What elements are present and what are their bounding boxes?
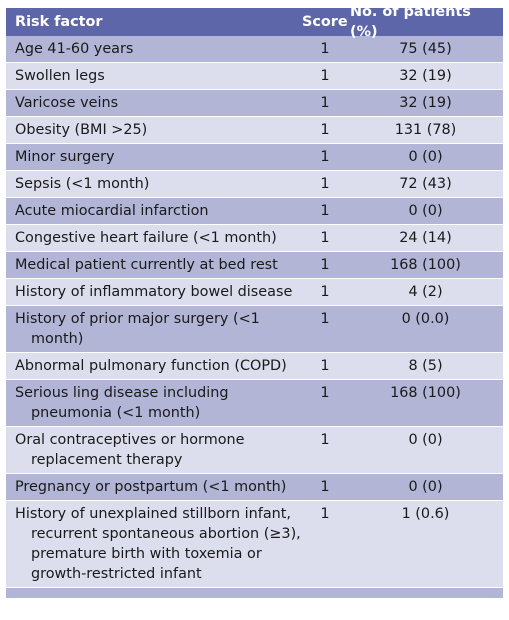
table-row: Oral contraceptives or hormone replaceme… xyxy=(6,427,503,474)
row-patients: 0 (0.0) xyxy=(401,311,450,327)
row-factor: History of inflammatory bowel disease xyxy=(15,284,293,300)
table-row: Congestive heart failure (<1 month) 1 24… xyxy=(6,225,503,252)
row-score: 1 xyxy=(320,68,330,84)
table-row: History of unexplained stillborn infant,… xyxy=(6,501,503,588)
row-patients: 24 (14) xyxy=(399,230,452,246)
row-score: 1 xyxy=(320,385,330,401)
row-patients: 72 (43) xyxy=(399,176,452,192)
row-score: 1 xyxy=(320,41,330,57)
table-row: History of prior major surgery (<1 month… xyxy=(6,306,503,353)
table-row: Minor surgery 1 0 (0) xyxy=(6,144,503,171)
row-score: 1 xyxy=(320,122,330,138)
row-score: 1 xyxy=(320,176,330,192)
header-risk-factor: Risk factor xyxy=(15,14,103,30)
row-patients: 0 (0) xyxy=(408,479,443,495)
row-patients: 0 (0) xyxy=(408,149,443,165)
table-row: Acute miocardial infarction 1 0 (0) xyxy=(6,198,503,225)
row-patients: 168 (100) xyxy=(390,257,461,273)
row-factor: Serious ling disease including pneumonia… xyxy=(15,385,229,421)
row-factor: Abnormal pulmonary function (COPD) xyxy=(15,358,287,374)
table-row: Sepsis (<1 month) 1 72 (43) xyxy=(6,171,503,198)
table-row: History of inflammatory bowel disease 1 … xyxy=(6,279,503,306)
row-factor: History of unexplained stillborn infant,… xyxy=(15,506,301,582)
table-row-cut-off xyxy=(6,588,503,599)
row-factor: Congestive heart failure (<1 month) xyxy=(15,230,277,246)
row-score: 1 xyxy=(320,432,330,448)
table-row: Varicose veins 1 32 (19) xyxy=(6,90,503,117)
row-patients: 8 (5) xyxy=(408,358,443,374)
row-factor: Medical patient currently at bed rest xyxy=(15,257,278,273)
row-factor: Pregnancy or postpartum (<1 month) xyxy=(15,479,287,495)
row-patients: 75 (45) xyxy=(399,41,452,57)
row-score: 1 xyxy=(320,230,330,246)
row-patients: 0 (0) xyxy=(408,203,443,219)
table-row: Swollen legs 1 32 (19) xyxy=(6,63,503,90)
row-score: 1 xyxy=(320,311,330,327)
row-score: 1 xyxy=(320,284,330,300)
row-patients: 131 (78) xyxy=(394,122,457,138)
row-score: 1 xyxy=(320,149,330,165)
row-factor: Obesity (BMI >25) xyxy=(15,122,148,138)
row-score: 1 xyxy=(320,479,330,495)
row-factor: Varicose veins xyxy=(15,95,119,111)
row-factor: History of prior major surgery (<1 month… xyxy=(15,311,260,347)
row-patients: 32 (19) xyxy=(399,68,452,84)
row-factor: Acute miocardial infarction xyxy=(15,203,209,219)
row-factor: Sepsis (<1 month) xyxy=(15,176,150,192)
row-factor: Oral contraceptives or hormone replaceme… xyxy=(15,432,245,468)
row-factor: Age 41-60 years xyxy=(15,41,134,57)
row-patients: 1 (0.6) xyxy=(401,506,450,522)
row-score: 1 xyxy=(320,95,330,111)
header-patients: No. of patients (%) xyxy=(350,4,471,40)
table-row: Abnormal pulmonary function (COPD) 1 8 (… xyxy=(6,353,503,380)
header-score: Score xyxy=(302,14,348,30)
row-score: 1 xyxy=(320,203,330,219)
row-factor: Minor surgery xyxy=(15,149,115,165)
table-row: Obesity (BMI >25) 1 131 (78) xyxy=(6,117,503,144)
table-row: Medical patient currently at bed rest 1 … xyxy=(6,252,503,279)
risk-factor-table: Risk factor Score No. of patients (%) Ag… xyxy=(6,4,503,599)
row-patients: 168 (100) xyxy=(390,385,461,401)
row-patients: 0 (0) xyxy=(408,432,443,448)
table-header: Risk factor Score No. of patients (%) xyxy=(6,4,503,40)
table-row: Serious ling disease including pneumonia… xyxy=(6,380,503,427)
row-patients: 32 (19) xyxy=(399,95,452,111)
table-row: Age 41-60 years 1 75 (45) xyxy=(6,36,503,63)
row-patients: 4 (2) xyxy=(408,284,443,300)
row-score: 1 xyxy=(320,257,330,273)
row-factor: Swollen legs xyxy=(15,68,105,84)
table-row: Pregnancy or postpartum (<1 month) 1 0 (… xyxy=(6,474,503,501)
row-score: 1 xyxy=(320,358,330,374)
row-score: 1 xyxy=(320,506,330,522)
